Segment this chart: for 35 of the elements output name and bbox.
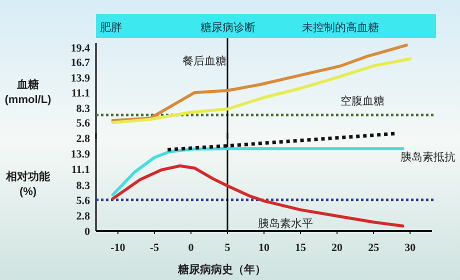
y-tick-label: 8.3	[76, 180, 90, 192]
series-label: 胰岛素水平	[258, 217, 313, 230]
text: 肥胖	[100, 22, 122, 34]
x-tick-label: -10	[110, 242, 126, 254]
x-tick-label: 0	[188, 242, 194, 254]
series-label: 胰岛素抵抗	[400, 150, 456, 164]
y-tick-label: 13.9	[70, 148, 90, 161]
y-tick-label: 11.1	[71, 164, 90, 176]
line-series	[111, 57, 412, 124]
y-tick-label: 11.1	[71, 88, 90, 100]
x-tick-label: 15	[295, 242, 307, 254]
y-tick-label: 5.6	[76, 118, 90, 130]
y-tick-label: 19.4	[70, 42, 90, 54]
text: 餐后血糖	[182, 54, 226, 68]
y-axis-title: 血糖 (mmol/L)	[4, 78, 52, 106]
line-series	[111, 44, 408, 122]
text: 糖尿病诊断	[200, 21, 256, 34]
x-axis-title: 糖尿病病史（年）	[177, 263, 266, 276]
y-tick-label: 2.8	[76, 132, 90, 145]
x-tick-label: 20	[332, 242, 344, 254]
x-tick-label: 30	[404, 242, 416, 254]
y-tick-label: 0	[84, 226, 90, 238]
series-label: 空腹血糖	[340, 94, 385, 108]
text: 未控制的高血糖	[302, 21, 379, 34]
y-tick-label: 5.6	[76, 194, 90, 207]
x-tick-label: 10	[258, 242, 270, 254]
y-tick-label: 13.9	[70, 72, 90, 84]
y-tick-label: 16.7	[70, 57, 90, 70]
x-tick-label: -5	[150, 242, 160, 254]
y-tick-label: 8.3	[76, 102, 90, 115]
line-series	[111, 164, 404, 228]
x-tick-label: 5	[224, 242, 231, 254]
y-axis-title: 相对功能 (%)	[5, 170, 51, 198]
y-tick-label: 2.8	[76, 210, 90, 222]
x-tick-label: 25	[368, 242, 380, 254]
